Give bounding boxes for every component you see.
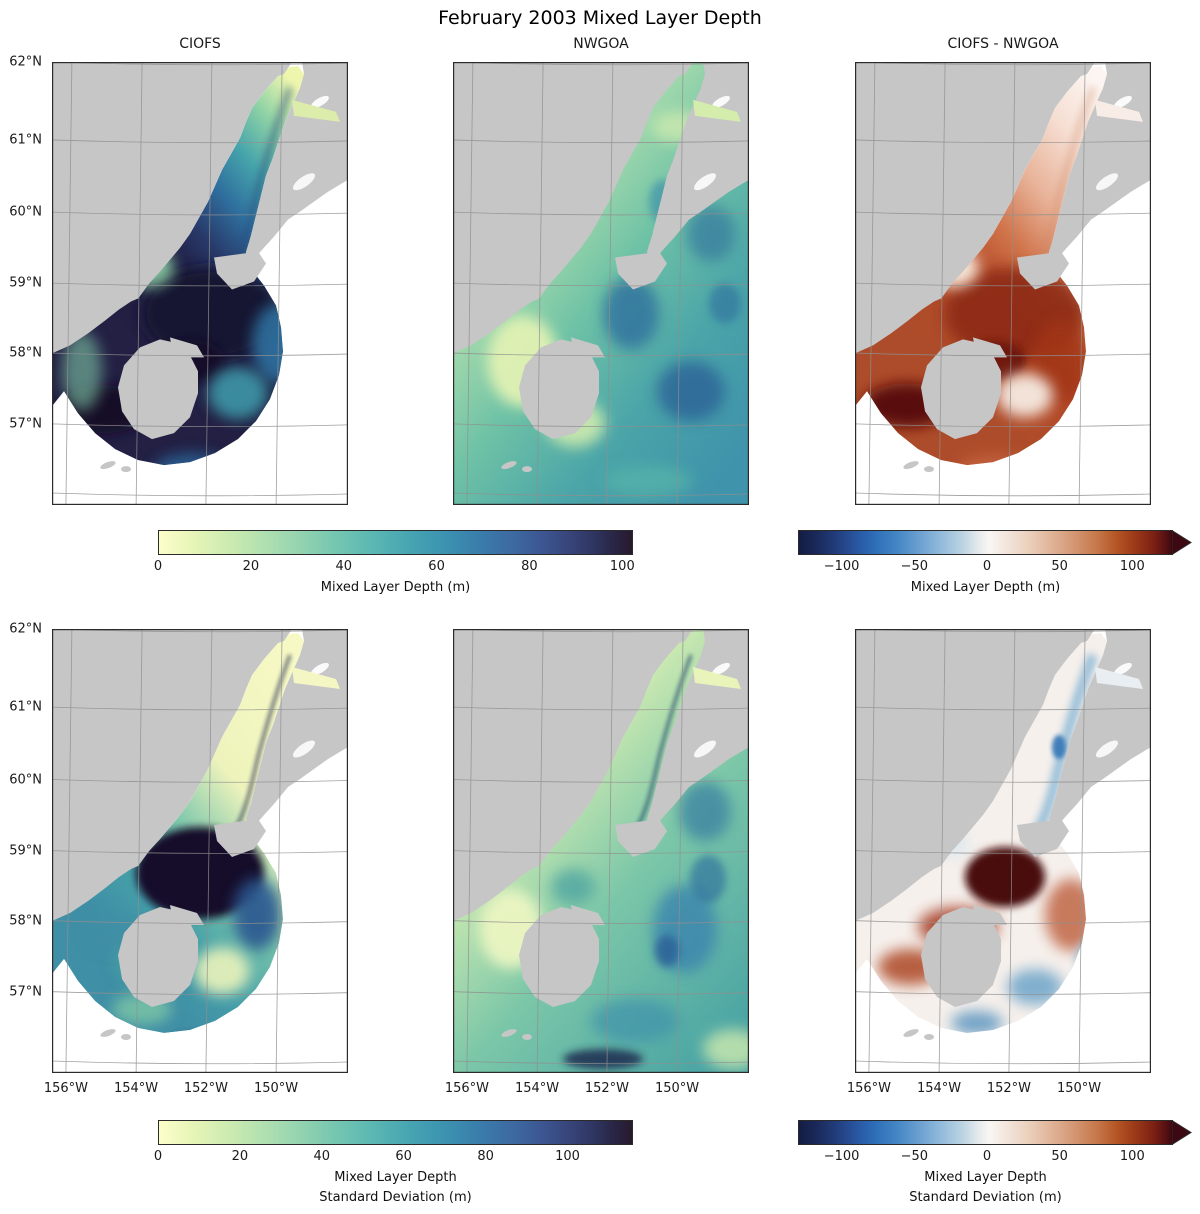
colorbar-tick-label: 100 <box>1119 1149 1145 1164</box>
colorbar-tick-label: 100 <box>1119 559 1145 574</box>
graticule-gridlines <box>453 62 749 505</box>
graticule-gridlines <box>855 62 1151 505</box>
colorbar-ticks: −100 −50 0 50 100 <box>798 1149 1173 1166</box>
colorbar-tick-label: 100 <box>609 559 635 574</box>
panel-border <box>52 629 348 1073</box>
colorbar-label: Mixed Layer Depth (m) <box>910 580 1061 595</box>
longitude-tick-label: 150°W <box>1056 1081 1102 1096</box>
colorbar-extend-arrow-icon <box>1172 530 1192 555</box>
colorbar-ticks: −100 −50 0 50 100 <box>798 559 1173 576</box>
colorbar-tick-label: 0 <box>153 559 163 574</box>
map-panel-ciofs-mld <box>52 62 348 505</box>
longitude-tick-label: 154°W <box>916 1081 962 1096</box>
colorbar-tick-label: 40 <box>335 559 352 574</box>
latitude-tick-label: 60°N <box>9 204 42 220</box>
map-panel-nwgoa-std <box>453 629 749 1073</box>
colorbar-tick-label: 80 <box>477 1149 494 1164</box>
panel-title-nwgoa: NWGOA <box>573 36 629 52</box>
colorbar-tick-label: −50 <box>900 559 928 574</box>
colorbar-tick-label: −100 <box>823 1149 860 1164</box>
map-panel-diff-mld <box>855 62 1151 505</box>
colorbar-label-line1: Mixed Layer Depth <box>924 1170 1047 1185</box>
latitude-tick-label: 58°N <box>9 345 42 361</box>
colorbar-tick-label: 80 <box>521 559 538 574</box>
longitude-tick-label: 156°W <box>43 1081 88 1096</box>
latitude-axis-row2: 62°N 61°N 60°N 59°N 58°N 57°N <box>0 622 46 1073</box>
colorbar-mld-diff: −100 −50 0 50 100 Mixed Layer Depth (m) <box>798 530 1192 596</box>
map-panel-diff-std <box>855 629 1151 1073</box>
longitude-tick-label: 156°W <box>444 1081 489 1096</box>
colorbar-extend-arrow-icon <box>1172 1120 1192 1145</box>
colorbar-label-line1: Mixed Layer Depth <box>334 1170 457 1185</box>
colorbar-ticks: 0 20 40 60 80 100 <box>154 1149 633 1166</box>
latitude-tick-label: 59°N <box>9 275 42 291</box>
latitude-tick-label: 60°N <box>9 772 42 788</box>
colorbar-tick-label: 50 <box>1051 559 1068 574</box>
colorbar-std: 0 20 40 60 80 100 Mixed Layer Depth Standard … <box>154 1120 633 1206</box>
longitude-tick-label: 150°W <box>253 1081 299 1096</box>
colorbar-ticks: 0 20 40 60 80 100 <box>154 559 635 576</box>
colorbar-tick-label: 20 <box>231 1149 249 1164</box>
colorbar-gradient-bar <box>158 530 633 555</box>
latitude-tick-label: 62°N <box>9 621 42 637</box>
longitude-tick-label: 154°W <box>514 1081 560 1096</box>
graticule-gridlines <box>52 62 348 505</box>
colorbar-tick-label: −50 <box>900 1149 928 1164</box>
colorbar-label-line2: Standard Deviation (m) <box>319 1190 472 1205</box>
longitude-tick-label: 152°W <box>584 1081 629 1096</box>
panel-title-ciofs: CIOFS <box>179 36 221 52</box>
colorbar-tick-label: 60 <box>428 559 445 574</box>
panel-border <box>453 629 749 1073</box>
colorbar-tick-label: 0 <box>982 559 992 574</box>
colorbar-tick-label: 20 <box>242 559 260 574</box>
colorbar-gradient-bar <box>798 530 1192 555</box>
longitude-axis-col1: 156°W 154°W 152°W 150°W <box>44 1079 348 1097</box>
map-panel-ciofs-std <box>52 629 348 1073</box>
colorbar-tick-label: 100 <box>555 1149 580 1164</box>
colorbar-tick-label: 0 <box>982 1149 992 1164</box>
longitude-tick-label: 152°W <box>986 1081 1031 1096</box>
longitude-tick-label: 156°W <box>846 1081 891 1096</box>
panel-border <box>855 629 1151 1073</box>
graticule-gridlines <box>855 629 1151 1073</box>
longitude-tick-label: 152°W <box>183 1081 228 1096</box>
colorbar-label-line2: Standard Deviation (m) <box>909 1190 1062 1205</box>
colorbar-tick-label: −100 <box>823 559 860 574</box>
graticule-gridlines <box>52 629 348 1073</box>
longitude-axis-col2: 156°W 154°W 152°W 150°W <box>445 1079 749 1097</box>
latitude-tick-label: 59°N <box>9 843 42 859</box>
colorbar-gradient-bar <box>798 1120 1192 1145</box>
latitude-tick-label: 62°N <box>9 54 42 70</box>
colorbar-tick-label: 50 <box>1051 1149 1068 1164</box>
latitude-tick-label: 61°N <box>9 132 42 148</box>
longitude-tick-label: 150°W <box>654 1081 700 1096</box>
figure-title: February 2003 Mixed Layer Depth <box>438 7 762 29</box>
longitude-axis-col3: 156°W 154°W 152°W 150°W <box>847 1079 1151 1097</box>
panel-border <box>855 62 1151 505</box>
latitude-axis-row1: 62°N 61°N 60°N 59°N 58°N 57°N <box>0 55 46 505</box>
map-panel-nwgoa-mld <box>453 62 749 505</box>
colorbar-tick-label: 40 <box>313 1149 331 1164</box>
colorbar-label: Mixed Layer Depth (m) <box>320 580 471 595</box>
panel-border <box>453 62 749 505</box>
panel-title-ciofs-minus-nwgoa: CIOFS - NWGOA <box>947 36 1059 52</box>
colorbar-mld: 0 20 40 60 80 100 Mixed Layer Depth (m) <box>154 530 635 596</box>
panel-border <box>52 62 348 505</box>
colorbar-std-diff: −100 −50 0 50 100 Mixed Layer Depth Standard… <box>798 1120 1192 1206</box>
colorbar-tick-label: 0 <box>153 1149 163 1164</box>
latitude-tick-label: 58°N <box>9 913 42 929</box>
longitude-tick-label: 154°W <box>113 1081 159 1096</box>
colorbar-gradient-bar <box>158 1120 633 1145</box>
latitude-tick-label: 61°N <box>9 699 42 715</box>
latitude-tick-label: 57°N <box>9 984 42 1000</box>
colorbar-tick-label: 60 <box>395 1149 412 1164</box>
latitude-tick-label: 57°N <box>9 416 42 432</box>
